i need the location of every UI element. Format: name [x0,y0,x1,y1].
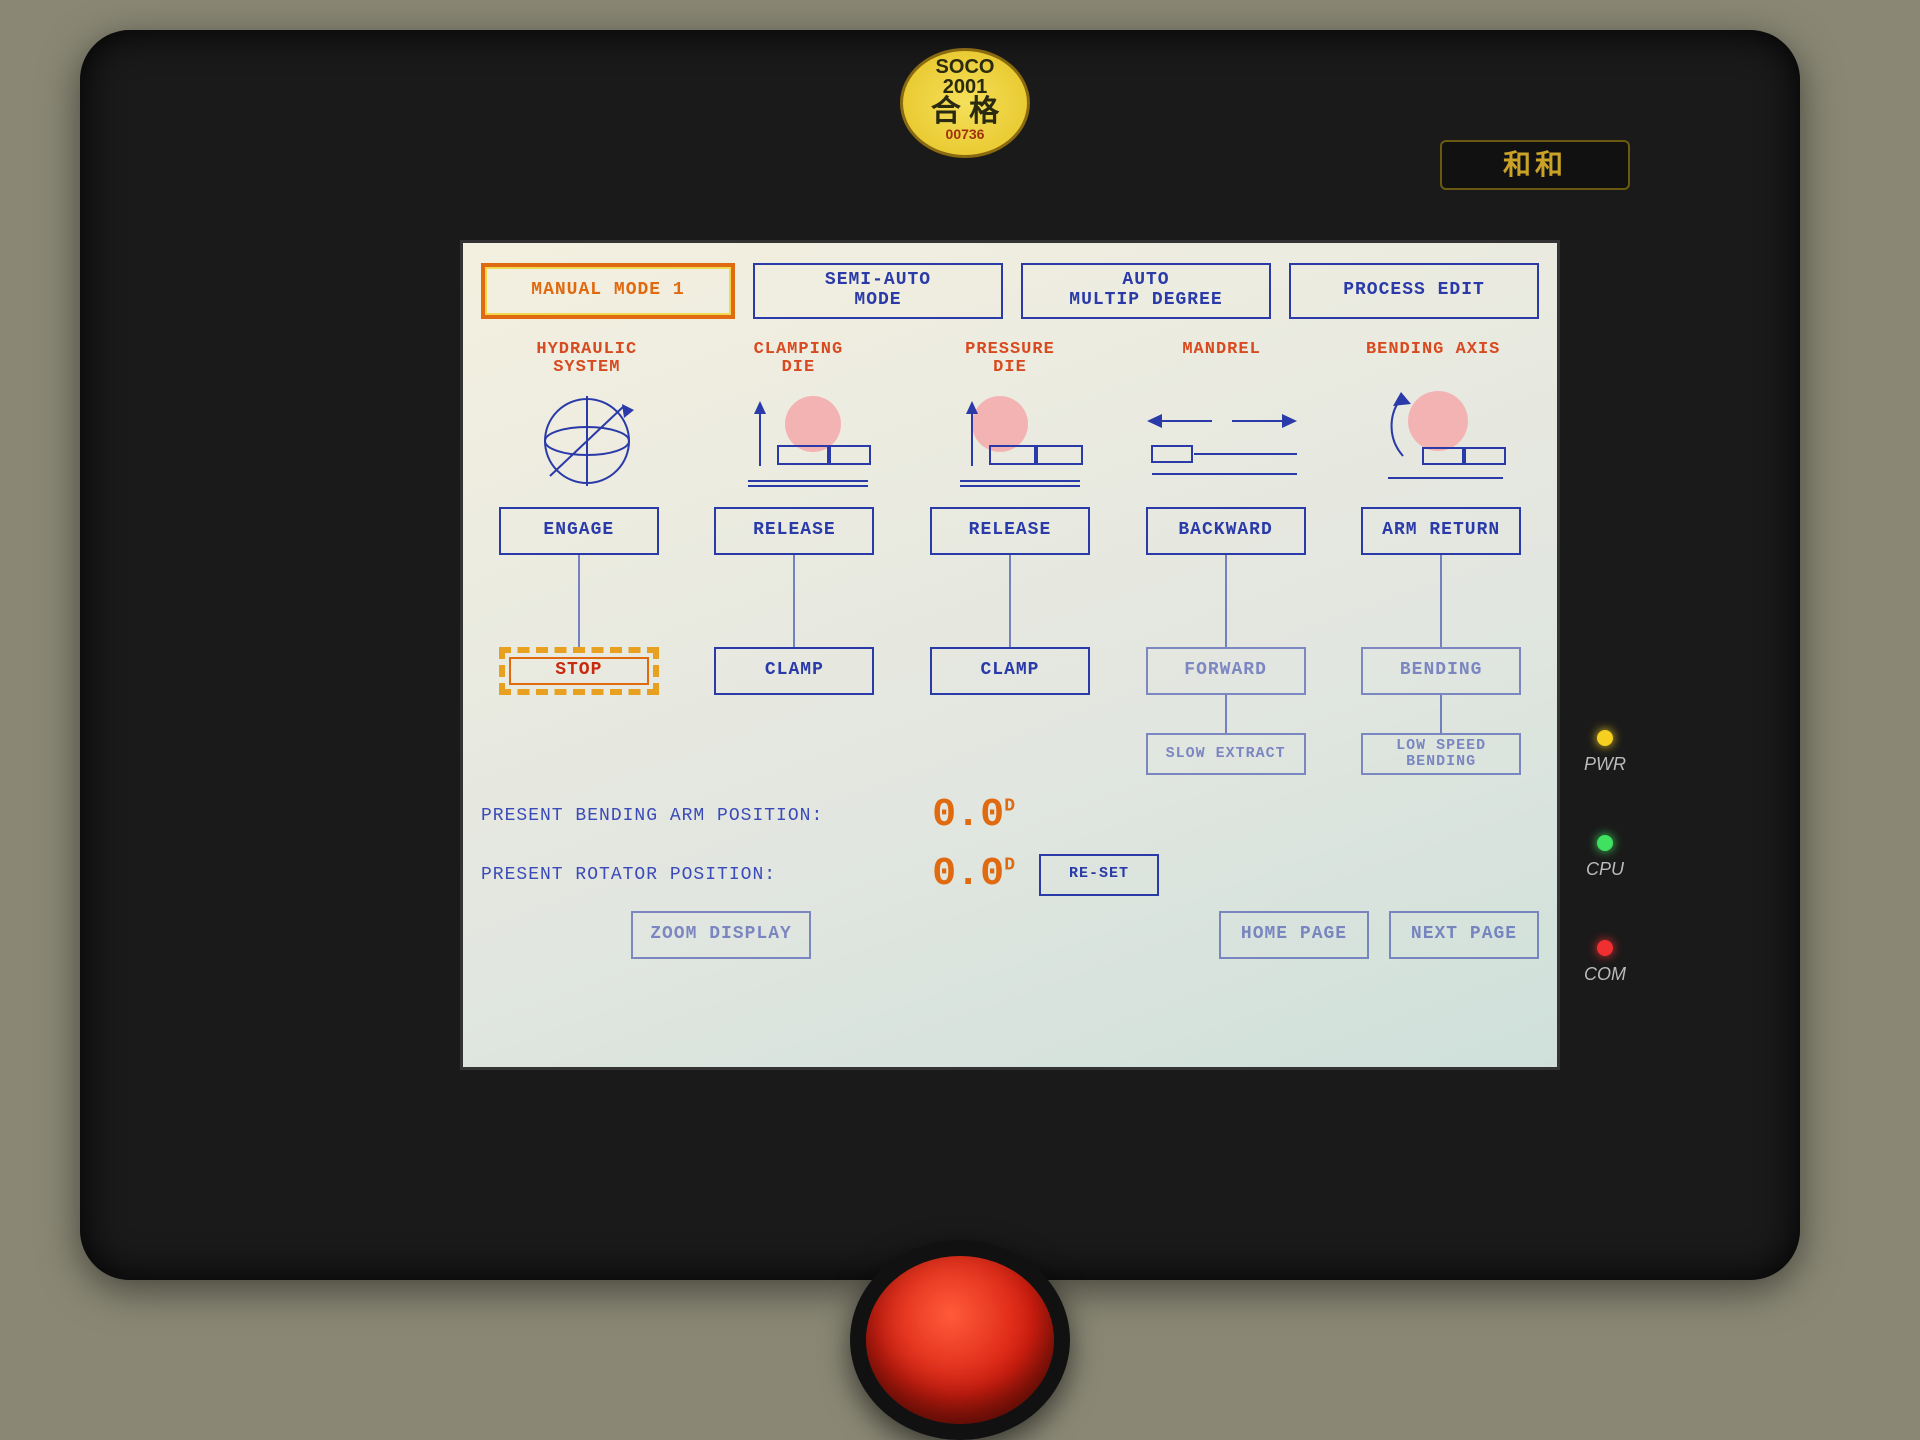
reset-button[interactable]: RE-SET [1039,854,1159,896]
led-dot-pwr [1597,730,1613,746]
mandrel-backward-button[interactable]: BACKWARD [1146,507,1306,555]
section-labels: HYDRAULIC SYSTEM CLAMPING DIE PRESSURE D… [481,341,1539,501]
led-pwr: PWR [1570,730,1640,775]
engage-button[interactable]: ENGAGE [499,507,659,555]
led-label: COM [1570,964,1640,985]
brand-plate: 和和 [1440,140,1630,190]
home-page-button[interactable]: HOME PAGE [1219,911,1369,959]
label-pressure-die: PRESSURE DIE [904,341,1116,381]
tab-process-edit[interactable]: PROCESS EDIT [1289,263,1539,319]
label-bending-axis: BENDING AXIS [1327,341,1539,381]
zoom-display-button[interactable]: ZOOM DISPLAY [631,911,811,959]
clamping-release-button[interactable]: RELEASE [714,507,874,555]
hmi-enclosure: SOCO 2001 合 格 00736 和和 PWR CPU COM MANUA… [80,30,1800,1280]
arm-position-value: 0.0D [885,793,1015,838]
sticker-year: 2001 [903,77,1027,97]
led-cpu: CPU [1570,835,1640,880]
position-readouts: PRESENT BENDING ARM POSITION: 0.0D PRESE… [481,793,1539,897]
hydraulic-system-icon [481,381,693,501]
mandrel-forward-button[interactable]: FORWARD [1146,647,1306,695]
nav-row: ZOOM DISPLAY HOME PAGE NEXT PAGE [481,911,1539,959]
sticker-serial: 00736 [903,127,1027,141]
rotator-position-label: PRESENT ROTATOR POSITION: [481,865,861,885]
status-leds: PWR CPU COM [1570,730,1640,1045]
rotator-position-value: 0.0D [885,852,1015,897]
label-hydraulic-system: HYDRAULIC SYSTEM [481,341,693,381]
sticker-brand: SOCO [903,57,1027,77]
low-speed-bending-button[interactable]: LOW SPEED BENDING [1361,733,1521,775]
slow-extract-button[interactable]: SLOW EXTRACT [1146,733,1306,775]
inspection-sticker: SOCO 2001 合 格 00736 [900,48,1030,158]
emergency-stop-button[interactable] [850,1240,1070,1440]
tab-semi-auto-mode[interactable]: SEMI-AUTO MODE [753,263,1003,319]
arm-position-label: PRESENT BENDING ARM POSITION: [481,806,861,826]
pressure-release-button[interactable]: RELEASE [930,507,1090,555]
led-com: COM [1570,940,1640,985]
next-page-button[interactable]: NEXT PAGE [1389,911,1539,959]
clamping-die-icon [693,381,905,501]
label-clamping-die: CLAMPING DIE [693,341,905,381]
col-mandrel: BACKWARD FORWARD SLOW EXTRACT [1128,507,1324,775]
led-label: PWR [1570,754,1640,775]
mandrel-icon [1116,381,1328,501]
tab-manual-mode-1[interactable]: MANUAL MODE 1 [481,263,735,319]
col-bending: ARM RETURN BENDING LOW SPEED BENDING [1343,507,1539,775]
sticker-cjk: 合 格 [903,97,1027,127]
led-label: CPU [1570,859,1640,880]
control-columns: ENGAGE STOP RELEASE CLAMP RELEASE CLAMP … [481,507,1539,775]
hmi-screen[interactable]: MANUAL MODE 1 SEMI-AUTO MODE AUTO MULTIP… [460,240,1560,1070]
tab-auto-multip-degree[interactable]: AUTO MULTIP DEGREE [1021,263,1271,319]
mode-tabs: MANUAL MODE 1 SEMI-AUTO MODE AUTO MULTIP… [481,263,1539,319]
stop-button[interactable]: STOP [499,647,659,695]
arm-return-button[interactable]: ARM RETURN [1361,507,1521,555]
led-dot-com [1597,940,1613,956]
pressure-clamp-button[interactable]: CLAMP [930,647,1090,695]
led-dot-cpu [1597,835,1613,851]
col-hydraulic: ENGAGE STOP [481,507,677,775]
pressure-die-icon [904,381,1116,501]
label-mandrel: MANDREL [1116,341,1328,381]
col-clamping: RELEASE CLAMP [697,507,893,775]
clamping-clamp-button[interactable]: CLAMP [714,647,874,695]
col-pressure: RELEASE CLAMP [912,507,1108,775]
bending-button[interactable]: BENDING [1361,647,1521,695]
bending-axis-icon [1327,381,1539,501]
